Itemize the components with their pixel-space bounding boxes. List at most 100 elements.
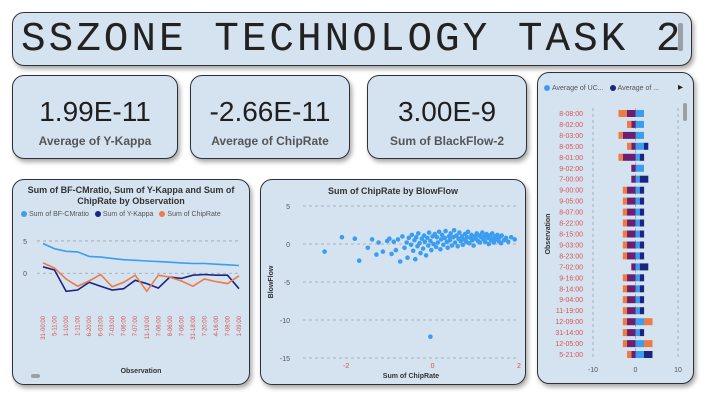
x-tick-label: 7-20:00 bbox=[202, 315, 208, 336]
y-tick-label: 5 bbox=[286, 204, 290, 211]
bar-segment bbox=[644, 351, 653, 358]
kpi-card-chiprate[interactable]: -2.66E-11 Average of ChipRate bbox=[190, 75, 350, 159]
bar-segment bbox=[639, 153, 645, 161]
bar-segment bbox=[622, 153, 636, 161]
y-tick-label: -10 bbox=[280, 318, 290, 325]
y-tick-label: 8-08:00 bbox=[559, 111, 583, 118]
scatter-point bbox=[426, 243, 431, 248]
bar-segment bbox=[622, 208, 628, 216]
kpi-card-blackflow[interactable]: 3.00E-9 Sum of BlackFlow-2 bbox=[367, 75, 527, 159]
bar-segment bbox=[622, 329, 628, 337]
bar-segment bbox=[635, 219, 640, 227]
scatter-point bbox=[470, 237, 475, 243]
kpi-value: 3.00E-9 bbox=[397, 96, 497, 127]
scatter-point bbox=[404, 240, 409, 245]
bar-chart-scrollbar[interactable] bbox=[683, 103, 687, 121]
scatter-point bbox=[436, 229, 442, 235]
scatter-point bbox=[460, 242, 466, 248]
y-tick-label: 8-15:00 bbox=[559, 232, 583, 239]
scatter-point bbox=[413, 256, 418, 262]
bar-segment bbox=[639, 307, 645, 315]
bar-segment bbox=[635, 274, 640, 282]
scatter-point bbox=[374, 252, 379, 257]
scatter-point bbox=[418, 250, 423, 256]
bar-segment bbox=[627, 230, 636, 238]
y-tick-label: 31-14:00 bbox=[555, 330, 583, 337]
bar-segment bbox=[635, 131, 644, 139]
bar-segment bbox=[627, 241, 636, 249]
bar-segment bbox=[635, 263, 640, 271]
bar-segment bbox=[639, 197, 645, 205]
y-tick-label: 7-00:00 bbox=[559, 177, 583, 184]
kpi-label: Average of Y-Kappa bbox=[38, 134, 152, 148]
bar-segment bbox=[627, 318, 636, 326]
bar-segment bbox=[622, 252, 628, 260]
scatter-point bbox=[451, 228, 457, 233]
y-tick-label: 8-07:00 bbox=[559, 210, 583, 217]
y-tick-label: 8-23:00 bbox=[559, 253, 583, 260]
scatter-point bbox=[322, 249, 327, 254]
bar-segment bbox=[639, 230, 645, 238]
bar-segment bbox=[631, 351, 636, 358]
y-tick-label: 8-05:00 bbox=[559, 144, 583, 151]
bar-segment bbox=[639, 263, 649, 271]
scatter-point bbox=[423, 253, 429, 258]
scatter-point bbox=[387, 236, 392, 241]
scatter-point bbox=[483, 239, 488, 244]
bar-segment bbox=[627, 340, 636, 348]
scatter-point bbox=[434, 234, 440, 240]
kpi-value: 1.99E-11 bbox=[39, 96, 151, 127]
bar-segment bbox=[627, 197, 636, 205]
x-tick-label: 2 bbox=[517, 363, 521, 370]
x-axis-label: Observation bbox=[121, 368, 162, 375]
bar-segment bbox=[644, 340, 653, 348]
scatter-point bbox=[489, 231, 495, 236]
bar-segment bbox=[622, 197, 628, 205]
kpi-card-y-kappa[interactable]: 1.99E-11 Average of Y-Kappa bbox=[12, 75, 178, 159]
scatter-point bbox=[417, 240, 422, 246]
scatter-point bbox=[435, 240, 441, 245]
x-tick-label: 7-08:00 bbox=[225, 315, 231, 336]
scatter-chart-card[interactable]: Sum of ChipRate by BlowFlow 5 0 -5 -10 -15 -2… bbox=[260, 179, 526, 385]
bar-segment bbox=[639, 296, 645, 304]
scatter-point bbox=[491, 240, 497, 245]
y-tick-label: 8-22:00 bbox=[559, 221, 583, 228]
bar-segment bbox=[631, 142, 636, 150]
line-chart-card[interactable]: Sum of BF-CMratio, Sum of Y-Kappa and Su… bbox=[12, 179, 250, 385]
page-title: SSZONE TECHNOLOGY TASK 2 bbox=[21, 17, 684, 63]
scatter-point bbox=[452, 240, 458, 245]
x-tick-label: 7-06:00 bbox=[179, 315, 185, 336]
scatter-point bbox=[397, 259, 403, 264]
bar-segment bbox=[635, 351, 644, 358]
x-tick-label: 1-09:00 bbox=[237, 315, 243, 336]
scatter-point bbox=[389, 251, 394, 257]
bar-chart-card[interactable]: Average of UC... Average of ... ▸ -10 0 10… bbox=[537, 72, 694, 384]
kpi-value: -2.66E-11 bbox=[209, 96, 331, 127]
bar-segment bbox=[618, 131, 623, 139]
scatter-point bbox=[433, 244, 439, 250]
bar-segment bbox=[627, 329, 636, 337]
bar-segment bbox=[622, 307, 628, 315]
x-tick-label: 6-03:00 bbox=[99, 315, 105, 336]
scatter-point bbox=[356, 258, 362, 263]
scatter-point bbox=[380, 249, 386, 254]
bar-segment bbox=[639, 219, 645, 227]
scatter-point bbox=[467, 240, 472, 246]
bar-segment bbox=[627, 252, 636, 260]
title-scrollbar[interactable] bbox=[678, 23, 683, 51]
bar-segment bbox=[639, 186, 645, 194]
scatter-point bbox=[441, 242, 446, 248]
bar-segment bbox=[627, 351, 632, 358]
line-chart-scrollbar[interactable] bbox=[31, 374, 40, 378]
scatter-point bbox=[508, 234, 514, 240]
y-tick-label: 8-01:00 bbox=[559, 155, 583, 162]
bar-segment bbox=[635, 318, 644, 326]
bar-segment bbox=[639, 329, 645, 337]
bar-segment bbox=[635, 197, 640, 205]
title-banner: SSZONE TECHNOLOGY TASK 2 bbox=[12, 12, 692, 66]
scatter-point bbox=[395, 237, 401, 242]
bar-segment bbox=[622, 219, 628, 227]
legend-next-arrow-icon[interactable]: ▸ bbox=[677, 82, 683, 93]
scatter-point bbox=[400, 234, 405, 239]
scatter-point bbox=[402, 245, 407, 251]
